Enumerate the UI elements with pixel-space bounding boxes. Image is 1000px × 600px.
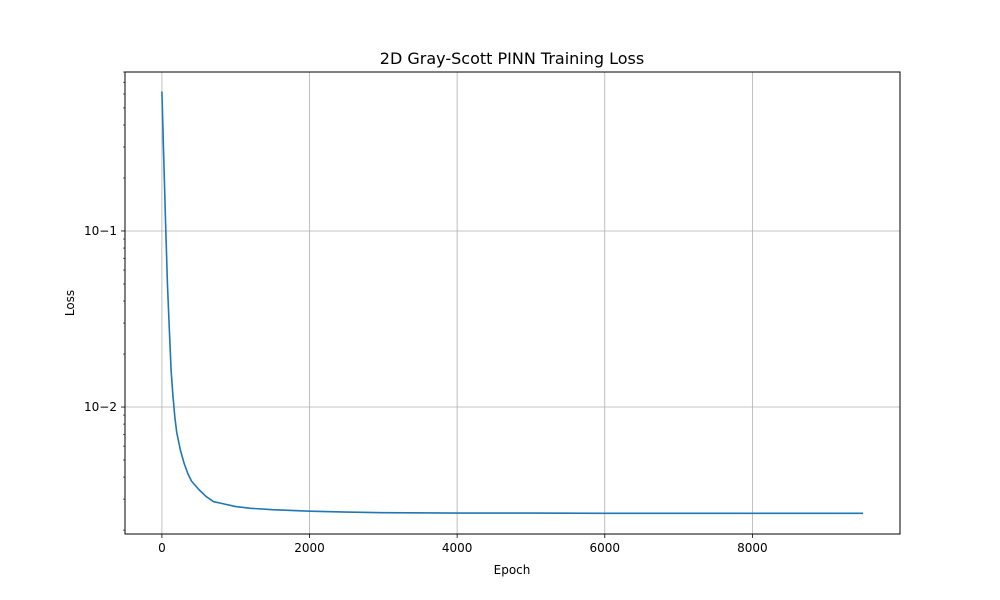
loss-series-line — [161, 91, 864, 515]
axis-ticks: 0 2000 4000 6000 8000 10−2 10−1 — [84, 71, 768, 555]
x-tick-label: 2000 — [294, 541, 325, 555]
chart-title: 2D Gray-Scott PINN Training Loss — [380, 49, 644, 68]
y-tick-label: 10−2 — [84, 400, 117, 414]
x-axis-label: Epoch — [494, 563, 531, 577]
x-tick-label: 0 — [158, 541, 166, 555]
plot-frame — [124, 71, 901, 535]
grid-lines — [125, 72, 900, 534]
x-tick-label: 6000 — [589, 541, 620, 555]
y-tick-label: 10−1 — [84, 224, 117, 238]
x-tick-label: 8000 — [737, 541, 768, 555]
y-axis-label: Loss — [63, 290, 77, 316]
x-tick-label: 4000 — [442, 541, 473, 555]
plot-series — [161, 91, 864, 515]
